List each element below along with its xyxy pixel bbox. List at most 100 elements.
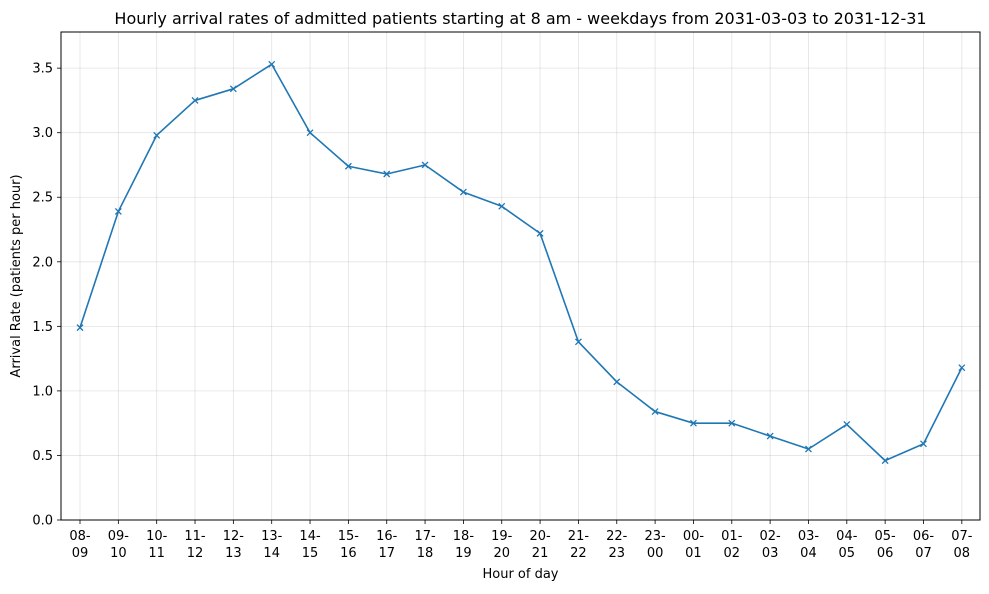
chart-title: Hourly arrival rates of admitted patient…	[114, 9, 926, 28]
x-tick-label: 08-	[69, 529, 91, 544]
x-tick-label: 01	[685, 546, 702, 561]
x-tick-label: 15	[302, 546, 319, 561]
x-tick-label: 22-	[606, 529, 628, 544]
x-tick-label: 23-	[644, 529, 666, 544]
x-tick-label: 00-	[683, 529, 705, 544]
x-tick-label: 07	[915, 546, 932, 561]
marker-stroke	[574, 338, 582, 346]
marker-stroke	[536, 229, 544, 237]
x-tick-label: 21	[532, 546, 549, 561]
x-tick-label: 10-	[146, 529, 168, 544]
data-point-marker	[191, 96, 199, 104]
x-tick-label: 02	[724, 546, 741, 561]
marker-stroke	[306, 129, 314, 137]
data-point-marker	[728, 419, 736, 427]
marker-stroke	[843, 421, 851, 428]
y-tick-label: 1.5	[32, 320, 53, 335]
data-point-marker	[574, 338, 582, 346]
data-point-marker	[268, 60, 276, 68]
marker-stroke	[268, 60, 276, 68]
marker-stroke	[153, 131, 161, 139]
y-axis-label: Arrival Rate (patients per hour)	[9, 174, 24, 377]
data-point-marker	[766, 432, 774, 440]
marker-stroke	[421, 161, 429, 169]
x-tick-label: 21-	[568, 529, 590, 544]
data-point-marker	[613, 378, 621, 386]
y-tick-label: 3.0	[32, 126, 53, 141]
x-tick-label: 23	[608, 546, 625, 561]
x-tick-label: 04	[800, 546, 817, 561]
marker-stroke	[459, 188, 467, 196]
series-line	[79, 63, 963, 462]
x-tick-label: 16	[340, 546, 357, 561]
x-tick-label: 13	[225, 546, 242, 561]
data-point-marker	[114, 207, 122, 215]
data-point-marker	[344, 162, 352, 170]
data-point-marker	[805, 445, 812, 453]
marker-stroke	[498, 202, 506, 210]
x-tick-label: 05-	[875, 529, 897, 544]
data-point-marker	[498, 202, 506, 210]
x-tick-label: 20-	[529, 529, 551, 544]
x-tick-label: 15-	[338, 529, 360, 544]
data-point-marker	[421, 161, 429, 169]
marker-stroke	[613, 378, 621, 386]
x-tick-label: 09	[72, 546, 89, 561]
marker-stroke	[191, 96, 199, 104]
marker-stroke	[766, 432, 774, 440]
data-point-marker	[459, 188, 467, 196]
y-tick-label: 0.5	[32, 449, 53, 464]
marker-stroke	[114, 207, 122, 215]
data-point-marker	[383, 170, 391, 178]
x-tick-label: 13-	[261, 529, 283, 544]
x-tick-label: 19-	[491, 529, 513, 544]
x-tick-label: 06	[877, 546, 894, 561]
x-tick-label: 14-	[299, 529, 321, 544]
marker-stroke	[881, 457, 889, 465]
x-tick-label: 09-	[108, 529, 130, 544]
x-tick-label: 12-	[223, 529, 245, 544]
x-tick-label: 19	[455, 546, 472, 561]
x-tick-label: 03-	[798, 529, 820, 544]
x-tick-label: 07-	[951, 529, 973, 544]
x-tick-label: 16-	[376, 529, 398, 544]
marker-stroke	[383, 170, 391, 178]
marker-stroke	[344, 162, 352, 170]
x-tick-label: 18-	[453, 529, 475, 544]
x-tick-label: 05	[839, 546, 856, 561]
x-tick-label: 01-	[721, 529, 743, 544]
x-tick-label: 12	[187, 546, 204, 561]
series-layer	[76, 60, 966, 465]
x-tick-label: 20	[493, 546, 510, 561]
marker-stroke	[728, 419, 736, 427]
data-point-marker	[536, 229, 544, 237]
data-point-marker	[920, 440, 927, 448]
data-point-marker	[229, 85, 237, 93]
marker-stroke	[805, 445, 812, 453]
y-tick-label: 2.5	[32, 191, 53, 206]
data-point-marker	[843, 421, 851, 428]
data-point-marker	[881, 457, 889, 465]
x-tick-label: 17	[378, 546, 395, 561]
x-tick-label: 00	[647, 546, 664, 561]
marker-stroke	[920, 440, 927, 448]
x-tick-label: 08	[954, 546, 971, 561]
data-point-marker	[651, 408, 659, 416]
y-tick-label: 2.0	[32, 255, 53, 270]
marker-stroke	[958, 364, 966, 372]
x-tick-label: 11-	[184, 529, 206, 544]
plot-frame	[60, 31, 981, 521]
data-point-marker	[306, 129, 314, 137]
x-tick-label: 10	[110, 546, 127, 561]
y-axis-ticks: 0.0 0.5 1.0 1.5 2.0 2.5 3.0 3.5	[32, 62, 61, 529]
grid-lines	[61, 32, 980, 521]
x-tick-label: 11	[148, 546, 165, 561]
marker-stroke	[651, 408, 659, 416]
y-tick-label: 1.0	[32, 384, 53, 399]
x-tick-label: 02-	[760, 529, 782, 544]
marker-stroke	[229, 85, 237, 93]
x-axis-ticks: 08- 09 09- 10 10- 11 11- 12 12- 13 13- 14 14- 15 15- 16…	[69, 520, 973, 561]
x-tick-label: 06-	[913, 529, 935, 544]
